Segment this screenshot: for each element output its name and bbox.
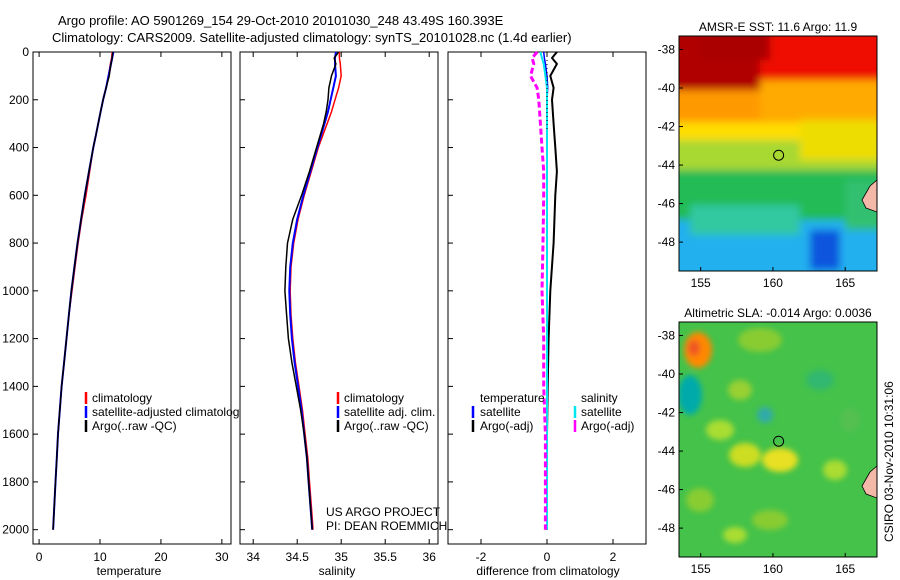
y-tick-label: -48 bbox=[658, 521, 676, 535]
x-tick-label: 155 bbox=[691, 562, 711, 576]
y-tick-label: -42 bbox=[658, 406, 676, 420]
x-tick-label: 36 bbox=[423, 550, 437, 564]
credit-line-2: PI: DEAN ROEMMICH bbox=[326, 519, 447, 533]
header-line-1: Argo profile: AO 5901269_154 29-Oct-2010… bbox=[58, 13, 504, 28]
y-tick-label: -38 bbox=[658, 328, 676, 342]
x-tick-label: 34 bbox=[247, 550, 261, 564]
y-tick-label: 1200 bbox=[2, 332, 29, 346]
y-tick-label: 200 bbox=[9, 93, 29, 107]
land-mass bbox=[861, 465, 877, 499]
y-tick-label: -46 bbox=[658, 483, 676, 497]
sla-map-ticks: 155 160 165 -38 -40 -42 -44 -46 -48 bbox=[658, 328, 856, 576]
difference-ticks: -2 0 2 bbox=[448, 51, 617, 564]
legend-title-temperature: temperature bbox=[480, 391, 545, 405]
x-tick-label: 0 bbox=[544, 550, 551, 564]
series-line-2 bbox=[539, 51, 548, 530]
y-tick-label: 800 bbox=[9, 236, 29, 250]
legend-label-climatology: climatology bbox=[92, 391, 152, 405]
legend-label-sal-argo: Argo(-adj) bbox=[581, 419, 634, 433]
sla-map-title: Altimetric SLA: -0.014 Argo: 0.0036 bbox=[684, 306, 872, 320]
temperature-lines bbox=[52, 51, 115, 530]
y-tick-label: 1600 bbox=[2, 427, 29, 441]
difference-lines bbox=[529, 51, 558, 530]
timestamp-stamp: CSIRO 03-Nov-2010 10:31:06 bbox=[882, 381, 896, 542]
y-tick-label: -42 bbox=[658, 120, 676, 134]
x-tick-label: 20 bbox=[154, 550, 168, 564]
series-line-3 bbox=[529, 51, 547, 530]
y-tick-label: -44 bbox=[658, 444, 676, 458]
sst-field bbox=[679, 36, 877, 271]
y-tick-label: -40 bbox=[658, 81, 676, 95]
salinity-ticks: 34 34.5 35 35.5 36 bbox=[240, 51, 437, 564]
x-tick-label: 165 bbox=[835, 562, 855, 576]
y-tick-label: -40 bbox=[658, 367, 676, 381]
x-tick-label: 34.5 bbox=[286, 550, 310, 564]
temperature-ticks: 0 10 20 30 0 200 400 600 800 1000 1200 1400 1600 1800… bbox=[2, 45, 229, 564]
salinity-axes bbox=[239, 51, 439, 545]
series-line-2 bbox=[284, 51, 340, 530]
temperature-axes bbox=[32, 51, 232, 545]
y-tick-label: 400 bbox=[9, 141, 29, 155]
salinity-legend: climatology satellite adj. clim. Argo(..… bbox=[336, 391, 435, 433]
x-tick-label: 0 bbox=[36, 550, 43, 564]
land-mass bbox=[861, 179, 877, 213]
salinity-lines bbox=[284, 51, 342, 530]
temperature-xlabel: temperature bbox=[97, 564, 162, 578]
x-tick-label: -2 bbox=[476, 550, 487, 564]
y-tick-label: 600 bbox=[9, 188, 29, 202]
difference-plot: -2 0 2 difference from climatology tempera… bbox=[447, 51, 647, 578]
sst-map-title: AMSR-E SST: 11.6 Argo: 11.9 bbox=[699, 20, 858, 34]
y-tick-label: -46 bbox=[658, 197, 676, 211]
legend-label-argo: Argo(..raw -QC) bbox=[92, 419, 177, 433]
legend-title-salinity: salinity bbox=[581, 391, 618, 405]
x-tick-label: 30 bbox=[215, 550, 229, 564]
salinity-plot: 34 34.5 35 35.5 36 salinity climatology sate… bbox=[239, 51, 447, 578]
y-tick-label: 2000 bbox=[2, 523, 29, 537]
legend-label-climatology: climatology bbox=[344, 391, 404, 405]
y-tick-label: -48 bbox=[658, 235, 676, 249]
x-tick-label: 35 bbox=[335, 550, 349, 564]
argo-position-marker bbox=[773, 435, 785, 447]
x-tick-label: 2 bbox=[610, 550, 617, 564]
y-tick-label: 1400 bbox=[2, 379, 29, 393]
salinity-xlabel: salinity bbox=[319, 564, 356, 578]
legend-label-argo: Argo(..raw -QC) bbox=[344, 419, 429, 433]
y-tick-label: 1000 bbox=[2, 284, 29, 298]
x-tick-label: 165 bbox=[835, 276, 855, 290]
y-tick-label: -44 bbox=[658, 158, 676, 172]
x-tick-label: 155 bbox=[691, 276, 711, 290]
y-tick-label: -38 bbox=[658, 42, 676, 56]
sst-map: AMSR-E SST: 11.6 Argo: 11.9 155 160 1 bbox=[658, 20, 878, 290]
series-line-2 bbox=[52, 51, 114, 530]
sla-field bbox=[679, 322, 877, 557]
x-tick-label: 160 bbox=[763, 562, 783, 576]
header-line-2: Climatology: CARS2009. Satellite-adjuste… bbox=[52, 30, 572, 45]
sla-map: Altimetric SLA: -0.014 Argo: 0.0036 bbox=[658, 306, 878, 576]
sst-map-frame bbox=[678, 35, 878, 272]
legend-label-satellite: satellite adj. clim. bbox=[344, 405, 435, 419]
legend-label-temp-satellite: satellite bbox=[480, 405, 521, 419]
x-tick-label: 35.5 bbox=[374, 550, 398, 564]
y-tick-label: 0 bbox=[22, 45, 29, 59]
difference-xlabel: difference from climatology bbox=[476, 564, 619, 578]
sst-map-ticks: 155 160 165 -38 -40 -42 -44 -46 -48 bbox=[658, 42, 856, 290]
legend-label-sal-satellite: satellite bbox=[581, 405, 622, 419]
x-tick-label: 10 bbox=[93, 550, 107, 564]
credit-line-1: US ARGO PROJECT bbox=[326, 505, 441, 519]
temperature-legend: climatology satellite-adjusted climatolo… bbox=[84, 391, 245, 433]
argo-position-marker bbox=[773, 149, 785, 161]
legend-label-satellite: satellite-adjusted climatology bbox=[92, 405, 245, 419]
difference-legend: temperature satellite Argo(-adj) salinit… bbox=[471, 391, 634, 433]
sla-map-frame bbox=[678, 321, 878, 558]
legend-label-temp-argo: Argo(-adj) bbox=[480, 419, 533, 433]
y-tick-label: 1800 bbox=[2, 475, 29, 489]
x-tick-label: 160 bbox=[763, 276, 783, 290]
temperature-plot: 0 10 20 30 0 200 400 600 800 1000 1200 1400 1600 1800… bbox=[2, 45, 245, 578]
